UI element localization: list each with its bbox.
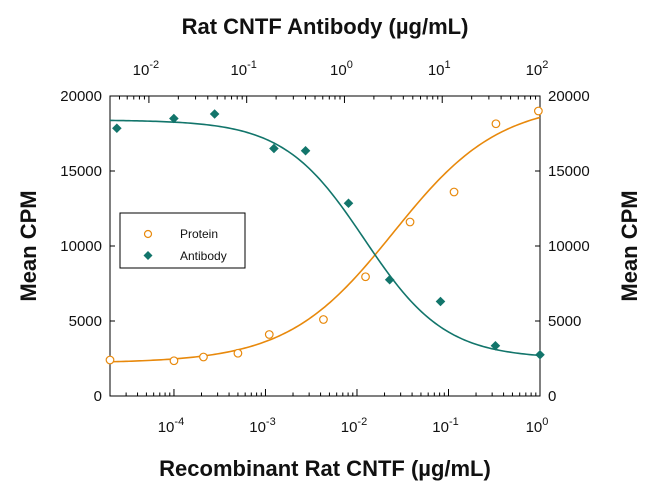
point-protein bbox=[361, 272, 370, 282]
point-antibody bbox=[535, 349, 545, 360]
y-tick-label-left: 10000 bbox=[60, 238, 102, 255]
y-tick-label-right: 15000 bbox=[548, 163, 590, 180]
y-tick-label-left: 15000 bbox=[60, 163, 102, 180]
point-antibody bbox=[169, 113, 179, 124]
data-points bbox=[105, 106, 545, 366]
y-tick-label-left: 0 bbox=[94, 388, 102, 405]
point-antibody bbox=[384, 274, 395, 285]
legend: Protein Antibody bbox=[119, 212, 246, 269]
point-antibody bbox=[300, 145, 311, 156]
legend-antibody-marker bbox=[143, 251, 153, 260]
x-tick-label-top: 102 bbox=[526, 59, 549, 79]
point-protein bbox=[319, 315, 328, 324]
point-protein bbox=[264, 330, 274, 339]
top-axis-title: Rat CNTF Antibody (µg/mL) bbox=[182, 14, 469, 39]
x-tick-label-top: 10-2 bbox=[133, 59, 159, 79]
point-protein bbox=[405, 217, 415, 227]
fit-curve-antibody bbox=[109, 119, 541, 357]
point-antibody bbox=[435, 296, 446, 307]
y-tick-label-right: 20000 bbox=[548, 88, 590, 105]
x-tick-label-top: 100 bbox=[330, 59, 353, 79]
y-tick-label-left: 5000 bbox=[69, 313, 102, 330]
x-tick-label-top: 101 bbox=[428, 59, 451, 79]
point-antibody bbox=[112, 123, 122, 134]
y-tick-label-right: 5000 bbox=[548, 313, 581, 330]
x-tick-label-bottom: 100 bbox=[526, 416, 549, 436]
point-protein bbox=[199, 352, 208, 362]
legend-protein-label: Protein bbox=[180, 227, 218, 241]
right-axis-title: Mean CPM bbox=[617, 190, 642, 301]
legend-protein-marker bbox=[143, 229, 153, 239]
y-tick-label-right: 0 bbox=[548, 388, 556, 405]
x-tick-label-bottom: 10-1 bbox=[432, 416, 458, 436]
y-tick-label-right: 10000 bbox=[548, 238, 590, 255]
point-antibody bbox=[269, 143, 279, 154]
x-tick-label-bottom: 10-2 bbox=[341, 416, 367, 436]
point-antibody bbox=[490, 340, 501, 351]
y-axis-left: 0 5000 10000 15000 20000 bbox=[60, 88, 115, 405]
point-protein bbox=[233, 348, 243, 358]
x-tick-label-bottom: 10-3 bbox=[249, 416, 275, 436]
fit-curves bbox=[109, 116, 541, 363]
point-protein bbox=[105, 355, 115, 365]
x-tick-label-top: 10-1 bbox=[230, 59, 256, 79]
left-axis-title: Mean CPM bbox=[16, 190, 41, 301]
legend-box bbox=[119, 212, 246, 269]
x-axis-top: 10-2 10-1 100 101 102 bbox=[109, 59, 549, 103]
point-protein bbox=[169, 356, 179, 366]
point-protein bbox=[449, 187, 459, 197]
legend-antibody-label: Antibody bbox=[180, 249, 227, 263]
point-protein bbox=[533, 106, 543, 116]
bottom-axis-title: Recombinant Rat CNTF (µg/mL) bbox=[159, 456, 491, 481]
fit-curve-protein bbox=[109, 116, 541, 363]
point-antibody bbox=[343, 198, 354, 209]
x-axis-bottom: 10-4 10-3 10-2 10-1 100 bbox=[109, 389, 549, 436]
point-protein bbox=[491, 119, 501, 129]
y-tick-label-left: 20000 bbox=[60, 88, 102, 105]
y-axis-right: 0 5000 10000 15000 20000 bbox=[535, 88, 590, 405]
x-tick-label-bottom: 10-4 bbox=[158, 416, 184, 436]
point-antibody bbox=[209, 109, 220, 119]
